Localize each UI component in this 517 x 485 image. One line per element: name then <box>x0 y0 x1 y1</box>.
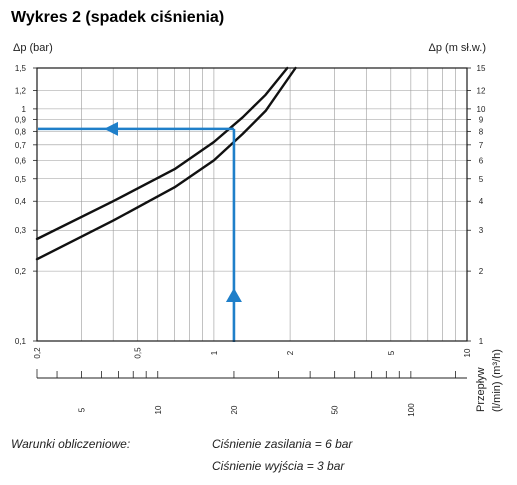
x-tick-label-m3h: 0,2 <box>33 347 42 359</box>
series-line-1 <box>35 66 289 241</box>
y-tick-label-right: 3 <box>479 226 484 235</box>
series-line-2 <box>35 66 297 261</box>
outlet-pressure: Ciśnienie wyjścia = 3 bar <box>212 459 345 473</box>
y-tick-label-left: 0,8 <box>15 127 27 136</box>
x-axis-units: (l/min) (m³/h) <box>491 349 503 412</box>
plot-frame <box>36 67 468 342</box>
y-tick-label-right: 6 <box>479 156 484 165</box>
y-tick-label-left: 1,2 <box>15 86 27 95</box>
y-axis-label-left: Δp (bar) <box>13 42 53 54</box>
y-tick-labels-left: 0,1 0,2 0,3 0,4 0,5 0,6 0,7 0,8 0,91 1,2 1,5 <box>15 64 37 346</box>
conditions-label: Warunki obliczeniowe: <box>11 437 130 451</box>
x-tick-label-m3h: 0,5 <box>134 347 143 359</box>
reading-annotation <box>38 121 242 342</box>
y-tick-label-right: 9 <box>479 115 484 124</box>
y-tick-label-right: 10 <box>477 105 486 114</box>
y-tick-label-right: 8 <box>479 127 484 136</box>
y-tick-label-left: 0,3 <box>15 226 27 235</box>
x-tick-labels-m3h: 0,2 0,5 1 2 5 10 <box>33 347 472 359</box>
y-tick-label-right: 4 <box>479 197 484 206</box>
lmin-axis: 5 10 20 50 100 <box>36 369 467 417</box>
x-tick-label-lmin: 100 <box>407 403 416 417</box>
y-tick-label-right: 15 <box>477 64 486 73</box>
y-tick-label-right: 1 <box>479 337 484 346</box>
x-tick-label-m3h: 10 <box>463 348 472 357</box>
chart-title: Wykres 2 (spadek ciśnienia) <box>11 9 224 26</box>
x-tick-label-lmin: 10 <box>154 405 163 414</box>
y-tick-label-right: 2 <box>479 267 484 276</box>
y-tick-label-right: 7 <box>479 141 484 150</box>
y-tick-label-left: 0,9 <box>15 115 27 124</box>
y-tick-label-left: 1 <box>22 105 27 114</box>
y-tick-label-left: 0,5 <box>15 175 27 184</box>
y-axis-label-right: Δp (m sł.w.) <box>429 42 486 54</box>
x-tick-label-m3h: 1 <box>210 350 219 355</box>
x-tick-label-m3h: 2 <box>286 350 295 355</box>
y-tick-label-left: 1,5 <box>15 64 27 73</box>
annotation-arrow-left <box>104 121 118 136</box>
y-tick-label-left: 0,2 <box>15 267 27 276</box>
x-tick-label-lmin: 50 <box>331 405 340 414</box>
x-tick-label-lmin: 20 <box>230 405 239 414</box>
x-axis-title-group: Przepływ (l/min) (m³/h) <box>475 349 503 412</box>
y-tick-label-right: 5 <box>479 175 484 184</box>
y-tick-label-left: 0,7 <box>15 141 27 150</box>
annotation-arrow-up <box>225 288 242 302</box>
x-axis-label: Przepływ <box>475 367 487 412</box>
y-tick-label-left: 0,6 <box>15 156 27 165</box>
y-tick-label-right: 12 <box>477 86 486 95</box>
y-tick-label-left: 0,1 <box>15 337 27 346</box>
y-tick-label-left: 0,4 <box>15 197 27 206</box>
x-tick-label-m3h: 5 <box>387 350 396 355</box>
x-tick-label-lmin: 5 <box>78 407 87 412</box>
series-lines <box>35 66 297 261</box>
supply-pressure: Ciśnienie zasilania = 6 bar <box>212 437 353 451</box>
